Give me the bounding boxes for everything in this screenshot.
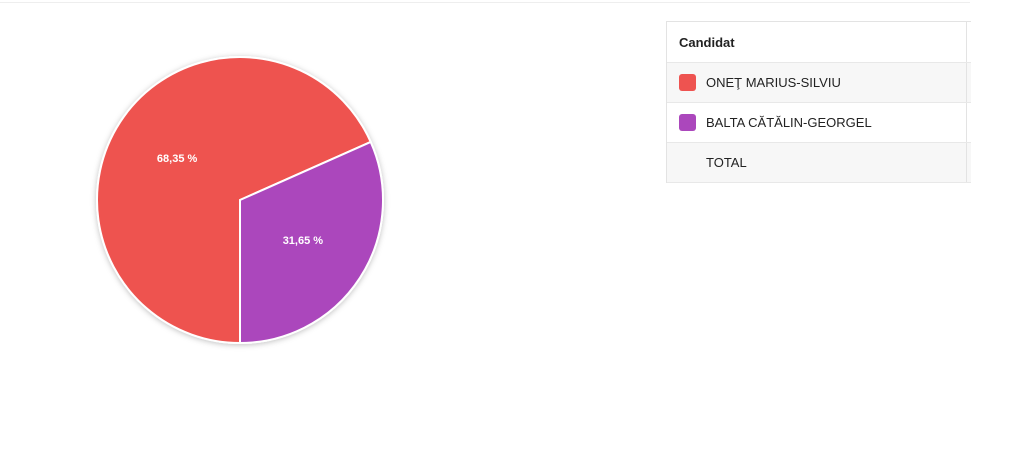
candidate-name: BALTA CĂTĂLIN-GEORGEL <box>706 115 872 130</box>
color-swatch <box>679 74 696 91</box>
labels: 68,35 % 31,65 % <box>157 153 323 247</box>
slice-label: 31,65 % <box>283 235 324 247</box>
total-label: TOTAL <box>706 155 747 170</box>
header-cell: Candidat <box>679 34 735 50</box>
slice-label: 68,35 % <box>157 153 198 165</box>
table-row: ONEŢ MARIUS-SILVIU <box>667 63 971 103</box>
top-border <box>0 2 970 3</box>
table-row: BALTA CĂTĂLIN-GEORGEL <box>667 103 971 143</box>
table-header: Candidat <box>667 22 971 63</box>
slices <box>96 56 384 345</box>
table-row: TOTAL <box>667 143 971 183</box>
color-swatch <box>679 114 696 131</box>
pie-slice <box>239 140 384 345</box>
pie-chart: 68,35 % 31,65 % <box>96 56 384 345</box>
results-table: Candidat ONEŢ MARIUS-SILVIU BALTA CĂTĂLI… <box>666 21 971 183</box>
pie-slice <box>96 56 373 345</box>
candidate-name: ONEŢ MARIUS-SILVIU <box>706 75 841 90</box>
